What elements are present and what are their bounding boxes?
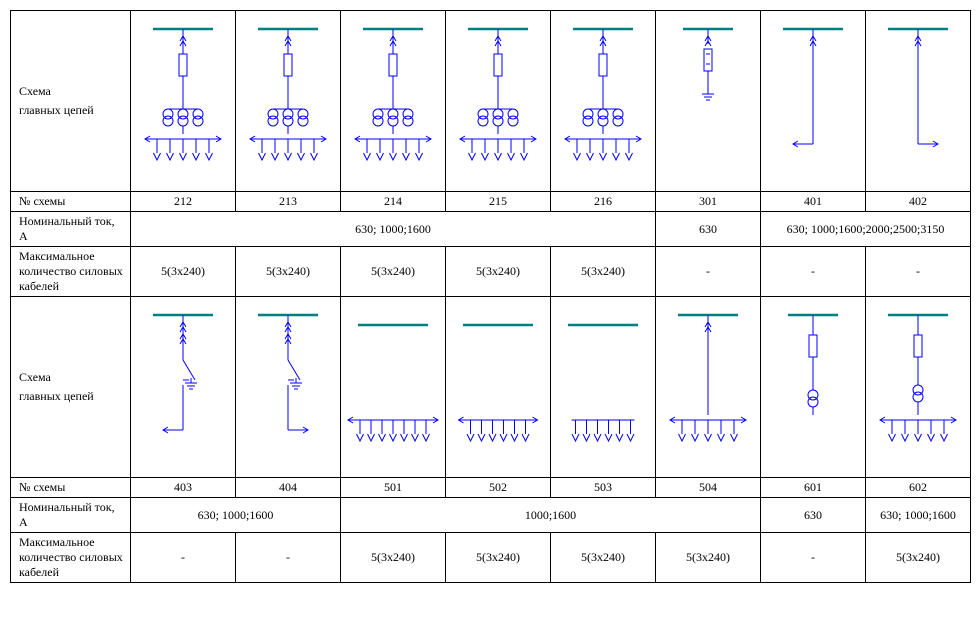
cables-504: 5(3х240) — [656, 533, 761, 583]
cables-601: - — [761, 533, 866, 583]
no-403: 403 — [131, 478, 236, 498]
no-213: 213 — [236, 192, 341, 212]
nominal-301: 630 — [656, 212, 761, 247]
no-404: 404 — [236, 478, 341, 498]
cables-503: 5(3х240) — [551, 533, 656, 583]
diagram-601 — [761, 297, 866, 478]
no-504: 504 — [656, 478, 761, 498]
no-503: 503 — [551, 478, 656, 498]
diagram-504 — [656, 297, 761, 478]
row1-no-label: № схемы — [11, 192, 131, 212]
cables-401: - — [761, 247, 866, 297]
row2-no-label: № схемы — [11, 478, 131, 498]
row2-nominal-label: Номинальный ток, А — [11, 498, 131, 533]
cables-213: 5(3х240) — [236, 247, 341, 297]
diagram-216 — [551, 11, 656, 192]
diagram-214 — [341, 11, 446, 192]
scheme-sub: главных цепей — [19, 101, 126, 120]
cables-403: - — [131, 533, 236, 583]
no-212: 212 — [131, 192, 236, 212]
cables-402: - — [866, 247, 971, 297]
diagram-503 — [551, 297, 656, 478]
scheme-header-2: Схема — [19, 368, 126, 387]
nominal-602: 630; 1000;1600 — [866, 498, 971, 533]
diagram-404 — [236, 297, 341, 478]
no-401: 401 — [761, 192, 866, 212]
scheme-sub-2: главных цепей — [19, 387, 126, 406]
diagram-402 — [866, 11, 971, 192]
row1-scheme-label: Схема главных цепей — [11, 11, 131, 192]
cables-602: 5(3х240) — [866, 533, 971, 583]
no-402: 402 — [866, 192, 971, 212]
nominal-501-504: 1000;1600 — [341, 498, 761, 533]
no-502: 502 — [446, 478, 551, 498]
diagram-301 — [656, 11, 761, 192]
diagram-403 — [131, 297, 236, 478]
cables-404: - — [236, 533, 341, 583]
no-214: 214 — [341, 192, 446, 212]
diagram-602 — [866, 297, 971, 478]
no-215: 215 — [446, 192, 551, 212]
diagram-501 — [341, 297, 446, 478]
no-216: 216 — [551, 192, 656, 212]
cables-215: 5(3х240) — [446, 247, 551, 297]
row1-cables-label: Максимальное количество силовых кабелей — [11, 247, 131, 297]
nominal-403-404: 630; 1000;1600 — [131, 498, 341, 533]
diagram-212 — [131, 11, 236, 192]
nominal-401-402: 630; 1000;1600;2000;2500;3150 — [761, 212, 971, 247]
diagram-215 — [446, 11, 551, 192]
diagram-213 — [236, 11, 341, 192]
cables-502: 5(3х240) — [446, 533, 551, 583]
nominal-212-216: 630; 1000;1600 — [131, 212, 656, 247]
diagram-502 — [446, 297, 551, 478]
cables-214: 5(3х240) — [341, 247, 446, 297]
no-602: 602 — [866, 478, 971, 498]
row1-nominal-label: Номинальный ток, А — [11, 212, 131, 247]
scheme-header: Схема — [19, 82, 126, 101]
diagram-401 — [761, 11, 866, 192]
no-601: 601 — [761, 478, 866, 498]
row2-cables-label: Максимальное количество силовых кабелей — [11, 533, 131, 583]
row2-scheme-label: Схема главных цепей — [11, 297, 131, 478]
cables-301: - — [656, 247, 761, 297]
cables-212: 5(3х240) — [131, 247, 236, 297]
no-501: 501 — [341, 478, 446, 498]
cables-501: 5(3х240) — [341, 533, 446, 583]
nominal-601: 630 — [761, 498, 866, 533]
circuit-table: Схема главных цепей № схемы 212 213 214 … — [10, 10, 971, 583]
cables-216: 5(3х240) — [551, 247, 656, 297]
no-301: 301 — [656, 192, 761, 212]
